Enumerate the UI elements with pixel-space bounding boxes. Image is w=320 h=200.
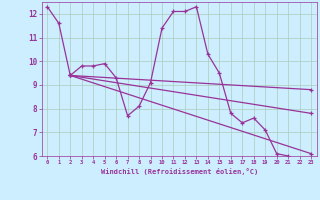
X-axis label: Windchill (Refroidissement éolien,°C): Windchill (Refroidissement éolien,°C) (100, 168, 258, 175)
